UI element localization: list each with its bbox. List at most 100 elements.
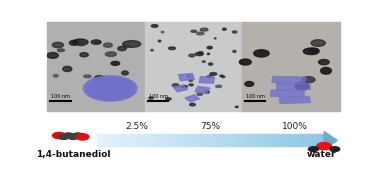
Ellipse shape — [128, 88, 137, 92]
Circle shape — [308, 147, 318, 152]
Bar — [242, 134, 243, 147]
Ellipse shape — [73, 39, 88, 45]
Polygon shape — [324, 132, 337, 149]
Bar — [223, 134, 224, 147]
Ellipse shape — [99, 97, 108, 101]
Ellipse shape — [88, 85, 97, 90]
Ellipse shape — [94, 90, 103, 94]
Bar — [286, 134, 287, 147]
Ellipse shape — [172, 84, 179, 87]
Bar — [219, 134, 220, 147]
Ellipse shape — [106, 91, 116, 95]
Ellipse shape — [124, 93, 134, 97]
Ellipse shape — [254, 50, 269, 57]
Bar — [210, 134, 211, 147]
Bar — [161, 134, 162, 147]
Ellipse shape — [223, 28, 226, 30]
Ellipse shape — [107, 78, 117, 82]
Bar — [127, 134, 128, 147]
Bar — [318, 134, 319, 147]
Ellipse shape — [92, 88, 102, 92]
Ellipse shape — [94, 83, 103, 87]
Ellipse shape — [116, 79, 125, 83]
Ellipse shape — [87, 80, 96, 84]
Ellipse shape — [123, 44, 130, 48]
Bar — [226, 134, 227, 147]
Bar — [280, 134, 281, 147]
Bar — [140, 134, 141, 147]
Bar — [185, 95, 200, 102]
Ellipse shape — [321, 68, 332, 74]
Ellipse shape — [181, 85, 187, 88]
Bar — [124, 134, 125, 147]
Bar — [243, 134, 244, 147]
Bar — [268, 134, 269, 147]
Ellipse shape — [187, 75, 191, 77]
Bar — [205, 134, 206, 147]
Bar — [313, 134, 314, 147]
Bar — [312, 134, 313, 147]
Bar — [119, 134, 120, 147]
Bar — [176, 134, 177, 147]
Bar — [142, 134, 143, 147]
Bar — [115, 134, 116, 147]
Bar — [229, 134, 230, 147]
Bar — [232, 134, 233, 147]
Circle shape — [317, 143, 332, 150]
Bar — [143, 134, 144, 147]
Ellipse shape — [122, 90, 132, 94]
Bar — [185, 134, 186, 147]
Ellipse shape — [208, 63, 213, 65]
Ellipse shape — [57, 49, 65, 52]
Bar — [105, 134, 106, 147]
Bar — [247, 134, 248, 147]
Bar — [314, 134, 315, 147]
Ellipse shape — [91, 95, 100, 99]
Ellipse shape — [124, 85, 133, 89]
Bar — [255, 134, 256, 147]
Text: 100%: 100% — [282, 122, 308, 131]
Bar — [251, 134, 252, 147]
Bar — [136, 134, 137, 147]
Circle shape — [63, 133, 74, 138]
Ellipse shape — [96, 82, 106, 85]
Bar — [132, 134, 133, 147]
Bar — [273, 134, 274, 147]
Ellipse shape — [109, 88, 118, 92]
Bar — [319, 134, 320, 147]
Ellipse shape — [112, 78, 121, 82]
Bar — [249, 134, 250, 147]
Bar — [250, 134, 251, 147]
Ellipse shape — [94, 80, 104, 84]
Bar — [296, 134, 297, 147]
Ellipse shape — [101, 80, 110, 84]
Bar — [230, 134, 231, 147]
Bar — [310, 134, 311, 147]
Bar — [97, 134, 98, 147]
Ellipse shape — [128, 86, 138, 90]
Bar — [279, 134, 280, 147]
Bar — [316, 134, 317, 147]
Bar — [241, 134, 242, 147]
Bar — [158, 134, 159, 147]
Ellipse shape — [151, 49, 153, 51]
Ellipse shape — [105, 82, 114, 86]
Bar — [189, 134, 190, 147]
Bar — [299, 134, 300, 147]
Bar — [269, 134, 270, 147]
Ellipse shape — [121, 94, 131, 98]
Bar — [306, 134, 307, 147]
Bar — [238, 134, 239, 147]
Bar — [163, 134, 164, 147]
Ellipse shape — [117, 83, 127, 87]
Bar — [101, 134, 102, 147]
Bar — [131, 134, 132, 147]
Circle shape — [53, 132, 65, 139]
Ellipse shape — [78, 43, 85, 46]
Ellipse shape — [215, 85, 222, 88]
Bar — [144, 134, 145, 147]
Bar — [311, 134, 312, 147]
Ellipse shape — [80, 53, 88, 57]
Bar — [231, 134, 232, 147]
Ellipse shape — [110, 86, 119, 90]
